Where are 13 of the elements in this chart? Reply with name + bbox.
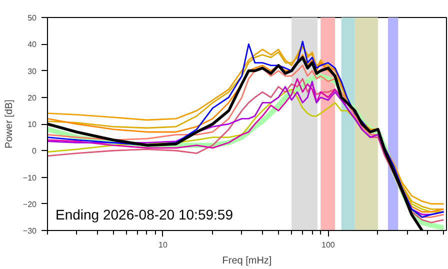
y-tick-label: −30 [22,226,38,236]
x-axis-title: Freq [mHz] [222,256,272,266]
y-axis-title: Power [dB] [4,99,15,148]
annotation: Ending 2026-08-20 10:59:59 [56,206,234,222]
y-tick-label: 40 [28,40,38,50]
y-tick-label: 30 [28,66,38,76]
y-tick-label: −20 [22,200,38,209]
y-tick-label: −10 [22,173,38,182]
y-tick-label: 0 [32,146,38,156]
x-tick-label: 100 [322,240,336,250]
y-tick-label: 10 [28,120,38,129]
y-tick-label: 50 [28,14,38,22]
y-tick-label: 20 [28,93,38,102]
